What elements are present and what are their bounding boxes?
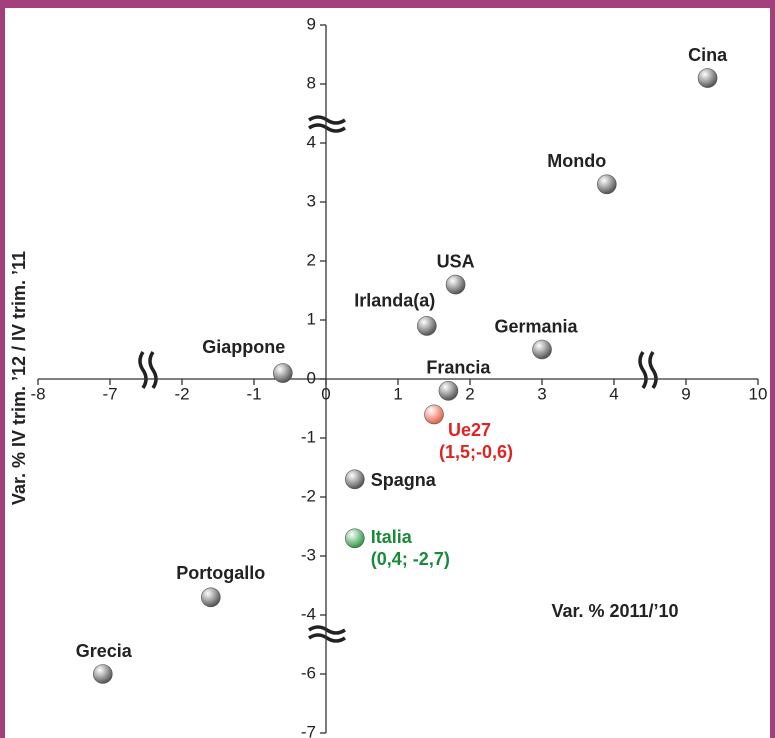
axis-breaks	[138, 115, 658, 643]
y-tick-label: 2	[307, 250, 316, 269]
point	[424, 404, 444, 425]
x-tick-label: 3	[537, 384, 546, 403]
y-tick-label: 8	[307, 73, 316, 92]
x-break	[148, 351, 158, 389]
y-break	[308, 123, 346, 133]
x-tick-label: -2	[174, 384, 189, 403]
point-label: Francia	[426, 358, 491, 378]
point-label: Spagna	[371, 470, 437, 490]
point-label: Grecia	[76, 641, 133, 661]
point-label: Portogallo	[176, 563, 265, 583]
x-break	[138, 351, 148, 389]
point-label: Cina	[688, 45, 728, 65]
y-tick-label: 1	[307, 309, 316, 328]
point-label: USA	[437, 251, 475, 271]
y-tick-label: -6	[301, 663, 316, 682]
x-tick-label: 4	[609, 384, 618, 403]
y-tick-label: -7	[301, 722, 316, 738]
y-tick-label: 0	[307, 368, 316, 387]
x-break	[638, 351, 648, 389]
point	[272, 363, 293, 383]
x-tick-label: -1	[246, 384, 261, 403]
point	[93, 664, 113, 684]
x-tick-label: 0	[321, 384, 330, 403]
point-label: Irlanda(a)	[354, 291, 435, 311]
point-label: Ue27	[448, 420, 491, 440]
title-bar	[0, 0, 775, 8]
value-label: (0,4; -2,7)	[371, 549, 450, 569]
y-tick-label: 4	[307, 132, 316, 151]
point-label: Mondo	[547, 151, 606, 171]
point-label: Italia	[371, 527, 413, 547]
y-tick-label: -1	[301, 427, 316, 446]
x-tick-label: 2	[465, 384, 474, 403]
x-axis-label: Var. % 2011/’10	[551, 601, 678, 621]
x-break	[648, 351, 658, 389]
x-tick-label: 10	[749, 384, 768, 403]
point-label: Germania	[494, 316, 578, 336]
y-tick-label: -4	[301, 604, 316, 623]
y-tick-label: -2	[301, 486, 316, 505]
point	[416, 316, 437, 336]
y-tick-label: 3	[307, 191, 316, 210]
point	[344, 528, 365, 549]
x-tick-label: -7	[102, 384, 117, 403]
point-label: Giappone	[202, 337, 285, 357]
x-tick-label: -8	[30, 384, 45, 403]
point	[438, 380, 459, 401]
point	[697, 68, 718, 88]
y-break	[308, 115, 346, 125]
y-break	[308, 633, 346, 643]
point	[596, 174, 617, 195]
point	[344, 469, 365, 490]
y-tick-label: 9	[307, 14, 316, 33]
y-axis-label: Var. % IV trim. ’12 / IV trim. ’11	[9, 251, 29, 505]
point	[445, 274, 466, 295]
y-break	[308, 625, 346, 635]
point	[532, 339, 552, 360]
x-tick-label: 9	[681, 384, 690, 403]
point	[201, 587, 221, 608]
x-tick-label: 1	[393, 384, 402, 403]
y-tick-label: -3	[301, 545, 316, 564]
value-label: (1,5;-0,6)	[439, 442, 513, 462]
